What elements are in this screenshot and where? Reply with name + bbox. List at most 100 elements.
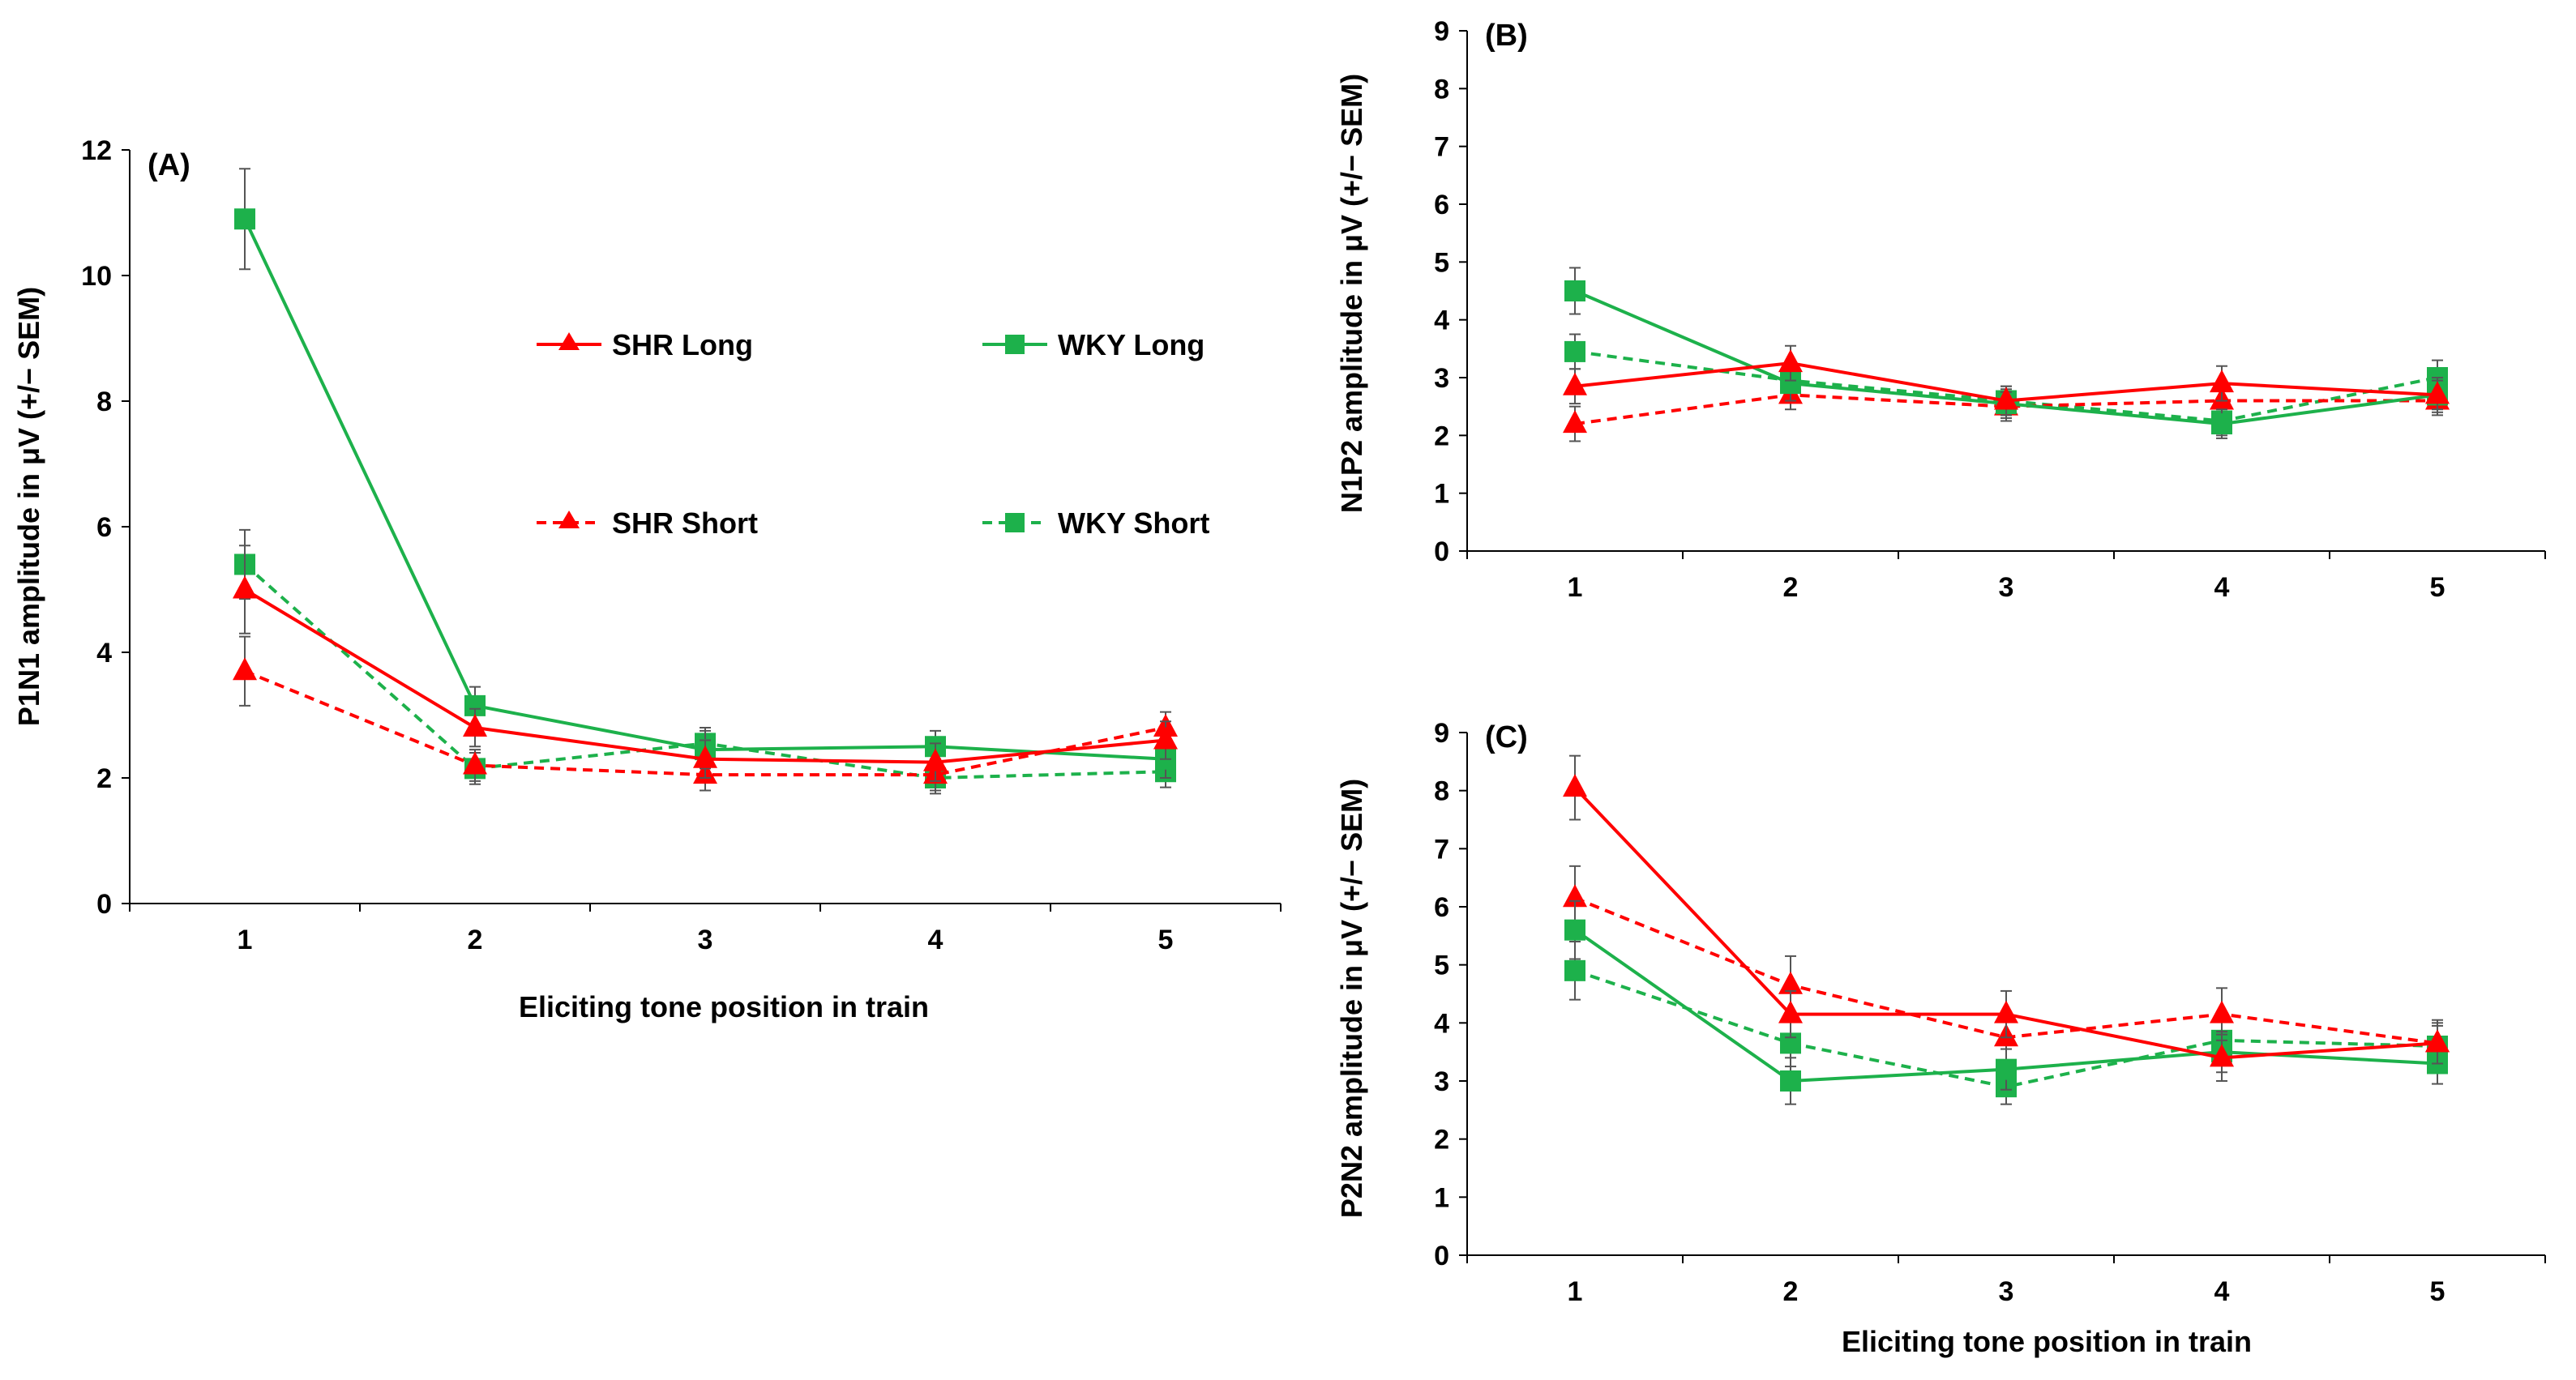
panel-c-shr-short-point [1778,971,1803,994]
panel-a-x-tick-label: 4 [928,925,944,955]
panel-c-x-tick-label: 5 [2430,1276,2445,1307]
panel-a-shr-short-point [233,657,257,681]
panel-a-shr-long-point [693,745,717,768]
legend-item-wky-short: WKY Short [982,506,1209,540]
panel-b-wky-short-point [1564,340,1585,362]
panel-c-label: (C) [1485,720,1528,754]
panel-a-y-tick-label: 2 [96,763,112,794]
panel-c-y-tick-label: 9 [1434,718,1449,749]
panel-c-shr-long-point [1563,774,1587,797]
panel-a-y-tick-label: 12 [81,135,112,166]
panel-b-y-tick-label: 7 [1434,132,1449,163]
panel-a-y-tick-label: 4 [96,638,112,669]
panel-c-x-axis-title: Eliciting tone position in train [1842,1325,2252,1358]
panel-b-y-tick-label: 0 [1434,536,1449,567]
panel-b-x-tick-label: 2 [1783,572,1799,603]
panel-a-x-tick-label: 1 [237,925,253,955]
panel-b-label: (B) [1485,19,1528,53]
legend-label-shr-short: SHR Short [612,506,758,540]
panel-b-y-axis-title: N1P2 amplitude in μV (+/− SEM) [1335,74,1368,513]
panel-c-shr-short-point [2210,1000,2234,1023]
panel-b-x-tick-label: 5 [2430,572,2445,603]
panel-c-y-tick-label: 8 [1434,776,1449,807]
panel-a-series-wky-long [234,168,1176,779]
panel-a-y-tick-label: 10 [81,261,112,292]
panel-b-series [1563,267,2450,442]
panel-c-y-tick-label: 2 [1434,1125,1449,1156]
panel-c: (C) 0 1 2 3 4 5 6 7 8 9 1 2 3 4 5 P2N2 amplitude in μ… [1335,718,2546,1358]
panel-b-shr-long-point [2425,381,2450,404]
panel-b-shr-short-point [1563,410,1587,434]
panel-b-y-tick-label: 8 [1434,74,1449,105]
panel-c-x-tick-label: 4 [2214,1276,2230,1307]
panel-b-y-tick-label: 1 [1434,479,1449,510]
panel-b-y-tick-label: 4 [1434,305,1449,336]
panel-c-wky-long-point [1780,1070,1801,1092]
panel-b-shr-long-point [2210,370,2234,393]
panel-a-x-ticks: 1 2 3 4 5 [129,904,1282,955]
panel-a-y-tick-label: 6 [96,512,112,543]
panel-b-y-tick-label: 3 [1434,363,1449,394]
panel-a-y-tick-label: 8 [96,387,112,417]
panel-c-shr-long-point [2425,1029,2450,1053]
panel-c-wky-long-point [1996,1058,2017,1080]
panel-c-x-ticks: 1 2 3 4 5 [1466,1255,2546,1307]
panel-c-y-tick-label: 4 [1434,1008,1449,1039]
panel-a-y-ticks: 0 2 4 6 8 10 12 [81,135,130,920]
panel-a-shr-long-point [1153,726,1178,750]
panel-c-y-tick-label: 6 [1434,892,1449,923]
legend-item-shr-short: SHR Short [537,506,758,540]
panel-a-wky-long-line [243,218,1166,761]
panel-c-y-tick-label: 1 [1434,1182,1449,1213]
panel-b-wky-long-point [1564,280,1585,301]
panel-a-wky-long-point [234,208,255,230]
legend-item-shr-long: SHR Long [537,328,753,361]
legend-label-wky-short: WKY Short [1058,506,1209,540]
panel-b-shr-short-line [1574,393,2437,426]
panel-c-wky-short-point [1564,959,1585,981]
legend-item-wky-long: WKY Long [982,328,1205,361]
panel-c-y-tick-label: 0 [1434,1241,1449,1271]
panel-c-x-tick-label: 2 [1783,1276,1799,1307]
panel-b: (B) 0 1 2 3 4 5 6 7 8 9 1 2 3 4 5 N1P2 amplitude in μ… [1335,16,2546,603]
panel-c-x-tick-label: 3 [1999,1276,2014,1307]
panel-c-y-tick-label: 5 [1434,951,1449,981]
panel-a-x-axis-title: Eliciting tone position in train [519,990,929,1023]
panel-c-shr-long-point [1994,1000,2018,1023]
panel-c-y-axis-title: P2N2 amplitude in μV (+/− SEM) [1335,779,1368,1218]
panel-a-y-axis-title: P1N1 amplitude in μV (+/− SEM) [12,287,45,726]
panel-b-shr-long-point [1563,372,1587,395]
panel-a-y-tick-label: 0 [96,889,112,920]
panel-c-wky-long-point [1564,919,1585,941]
panel-c-y-tick-label: 7 [1434,834,1449,865]
panel-c-shr-long-point [2210,1044,2234,1067]
panel-a-x-tick-label: 2 [468,925,483,955]
panel-c-wky-short-line [1574,968,2438,1089]
panel-b-y-tick-label: 2 [1434,421,1449,451]
panel-b-y-tick-label: 6 [1434,190,1449,220]
panel-a-shr-long-point [233,575,257,599]
panel-c-y-tick-label: 3 [1434,1066,1449,1097]
panel-b-y-tick-label: 5 [1434,247,1449,278]
panel-c-series [1563,754,2450,1105]
panel-b-x-tick-label: 1 [1568,572,1583,603]
panel-b-series-shr-long [1563,344,2450,417]
legend-label-shr-long: SHR Long [612,328,753,361]
panel-a-shr-long-point [463,714,487,737]
panel-b-shr-long-point [1994,387,2018,410]
panel-a-series-shr-long [233,545,1178,782]
legend: SHR Long WKY Long SHR Short WKY Short [537,328,1209,540]
panel-a-x-tick-label: 3 [698,925,713,955]
panel-a-series [233,168,1178,795]
panel-b-y-ticks: 0 1 2 3 4 5 6 7 8 9 [1434,16,1467,567]
panel-b-shr-long-point [1778,349,1803,373]
panel-b-wky-long-point [2211,413,2232,435]
panel-c-shr-short-point [1563,884,1587,908]
panel-a-label: (A) [148,148,190,182]
panel-b-y-tick-label: 9 [1434,16,1449,47]
panel-a-x-tick-label: 5 [1158,925,1174,955]
panel-c-y-ticks: 0 1 2 3 4 5 6 7 8 9 [1434,718,1467,1271]
panel-b-x-tick-label: 3 [1999,572,2014,603]
